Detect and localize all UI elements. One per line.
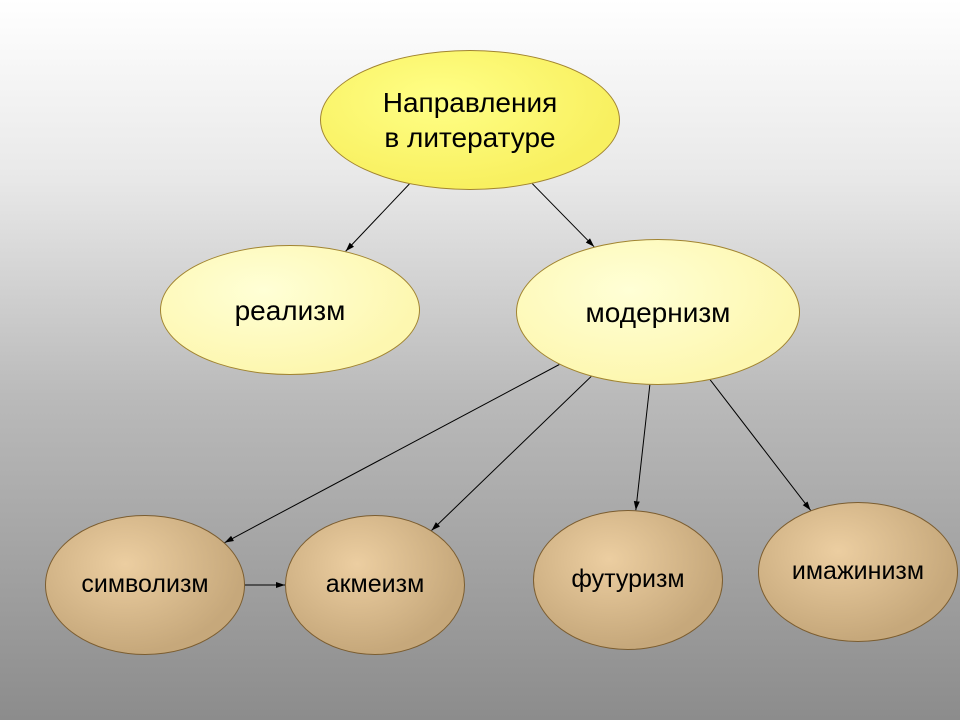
edge-modernism-imagism bbox=[710, 380, 810, 510]
node-symbolism: символизм bbox=[45, 515, 245, 655]
edge-modernism-acmeism bbox=[431, 376, 591, 530]
diagram-canvas: Направления в литературе реализм модернизм… bbox=[0, 0, 960, 720]
node-realism: реализм bbox=[160, 245, 420, 375]
node-imagism: имажинизм bbox=[758, 502, 958, 642]
node-root: Направления в литературе bbox=[320, 50, 620, 190]
edge-root-modernism bbox=[532, 184, 594, 247]
node-modernism: модернизм bbox=[516, 239, 800, 385]
node-acmeism: акмеизм bbox=[285, 515, 465, 655]
edge-root-realism bbox=[346, 184, 410, 251]
node-futurism: футуризм bbox=[533, 510, 723, 650]
edge-modernism-futurism bbox=[636, 385, 650, 510]
